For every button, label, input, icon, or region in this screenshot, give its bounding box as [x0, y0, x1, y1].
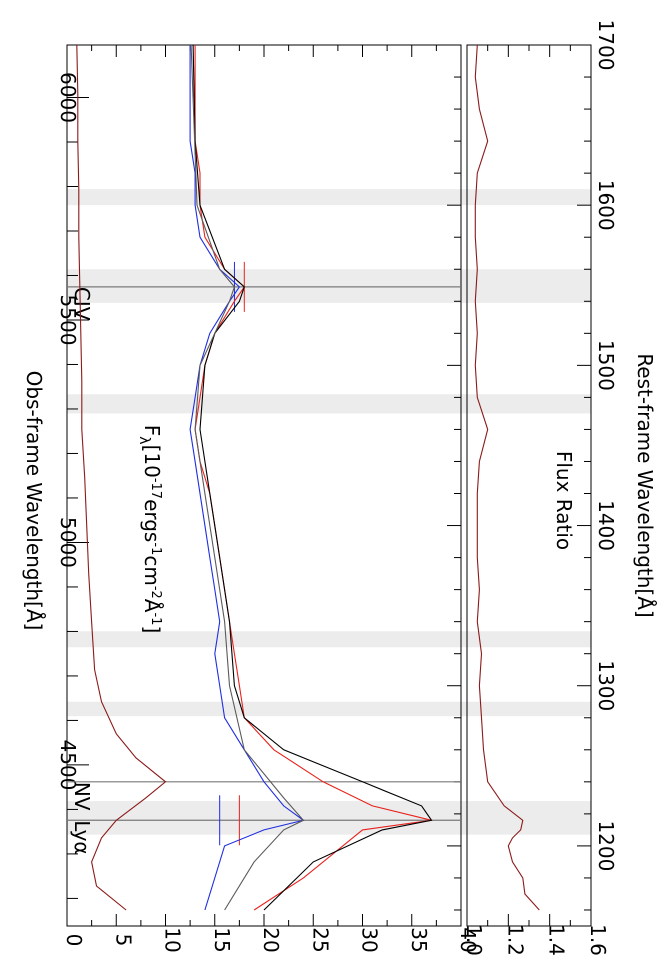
- ylabel-base: F: [140, 425, 164, 437]
- bottom-tick-label: 1500: [594, 340, 618, 391]
- spectrum-y-tick-label: 10: [161, 927, 185, 952]
- emission-line-markers: Lyα NV CIV: [67, 261, 461, 855]
- bottom-tick-label: 1600: [594, 180, 618, 231]
- ylabel-text2: cm: [140, 555, 164, 585]
- spectrum-y-tick-label: 20: [259, 927, 283, 952]
- ylabel-exp1: -17: [148, 478, 163, 499]
- series-line: [194, 45, 432, 911]
- spectrum-y-tick-label: 25: [308, 927, 332, 952]
- top-tick-label: 6000: [56, 72, 80, 123]
- series-line: [474, 44, 540, 911]
- ratio-axis-label: Flux Ratio: [552, 451, 576, 550]
- axis-ticks: 0 5 10 15 20 25 30 35 401.0 1.2 1.4 1.6 1200 1300 1400…: [56, 20, 618, 956]
- bottom-tick-label: 1700: [594, 20, 618, 71]
- spectrum-y-tick-label: 15: [210, 927, 234, 952]
- shaded-band: [67, 631, 591, 648]
- series-line: [192, 44, 433, 911]
- spectrum-axis-label: Fλ[10-17ergs-1cm-2Å-1]: [136, 425, 164, 634]
- shaded-band: [67, 189, 591, 206]
- ylabel-exp2: -1: [148, 542, 163, 555]
- shaded-band: [67, 701, 591, 717]
- ylabel-exp4: -1: [148, 612, 163, 625]
- spectrum-y-tick-label: 35: [407, 927, 431, 952]
- top-axis-label: Obs-frame Wavelength[Å]: [22, 371, 46, 631]
- shaded-band: [67, 269, 591, 303]
- spectrum-y-tick-label: 0: [62, 934, 86, 947]
- ylabel-text1: ergs: [140, 499, 164, 542]
- series-line: [189, 45, 305, 911]
- ratio-y-tick-label: 1.0: [462, 924, 486, 956]
- bottom-tick-label: 1400: [594, 500, 618, 551]
- spectrum-y-tick-label: 40: [456, 927, 480, 952]
- shaded-band: [67, 801, 591, 835]
- ylabel-rest: [10: [140, 445, 164, 478]
- ratio-y-tick-label: 1.6: [586, 924, 610, 956]
- top-tick-label: 5500: [56, 295, 80, 346]
- line-label: NV: [70, 782, 94, 811]
- ylabel-exp3: -2: [148, 586, 163, 599]
- line-label: CIV: [70, 287, 94, 321]
- ratio-y-tick-label: 1.2: [503, 924, 527, 956]
- shaded-bands: [67, 189, 591, 835]
- spectrum-y-tick-label: 30: [358, 927, 382, 952]
- series-line: [76, 44, 167, 911]
- bottom-tick-label: 1300: [594, 660, 618, 711]
- spectrum-panel: [66, 44, 462, 927]
- spectrum-panel-frame: [66, 44, 462, 927]
- ylabel-text4: ]: [140, 625, 164, 633]
- bottom-axis-label: Rest-frame Wavelength[Å]: [633, 353, 657, 617]
- spectrum-y-tick-label: 5: [111, 934, 135, 947]
- top-tick-label: 5000: [56, 517, 80, 568]
- line-label: Lyα: [70, 820, 94, 854]
- ylabel-text3: Å: [140, 599, 164, 613]
- ylabel-sub: λ: [136, 436, 152, 444]
- bottom-tick-label: 1200: [594, 820, 618, 871]
- series-line: [190, 44, 305, 911]
- ratio-y-tick-label: 1.4: [545, 924, 569, 956]
- shaded-band: [67, 394, 591, 414]
- series-lines: [76, 44, 540, 911]
